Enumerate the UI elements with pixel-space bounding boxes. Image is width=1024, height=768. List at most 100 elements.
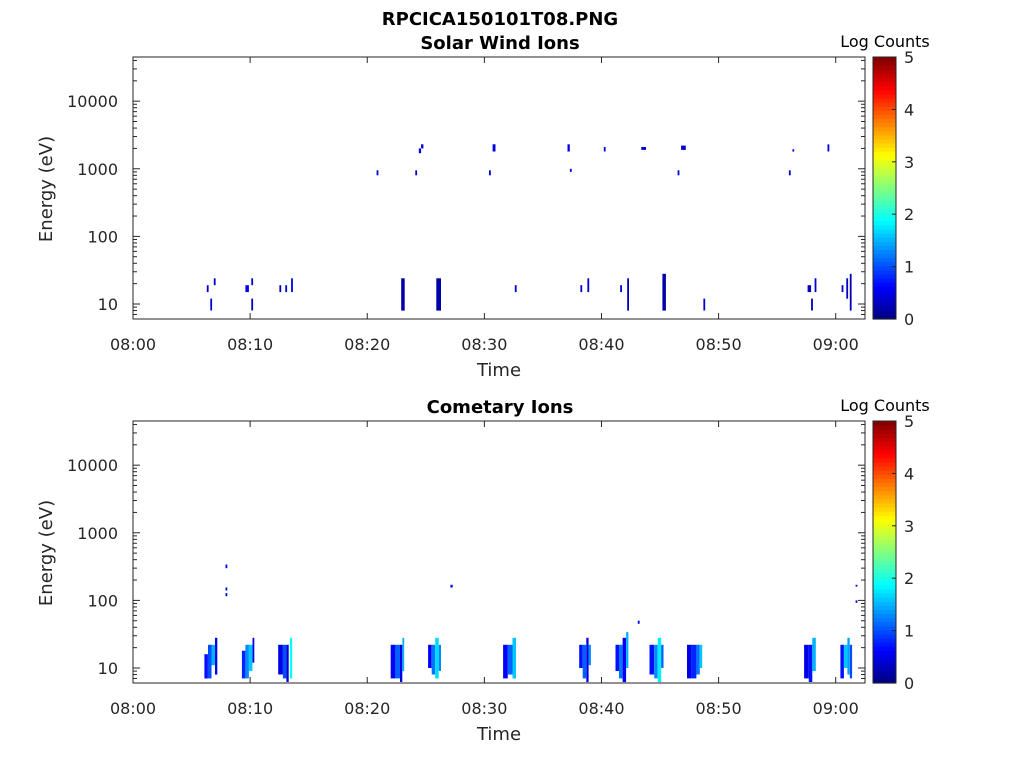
colorbar-segment bbox=[873, 642, 896, 647]
spectrogram-cell bbox=[849, 644, 853, 679]
spectrogram-cell bbox=[210, 298, 213, 311]
spectrogram-cell bbox=[677, 170, 680, 176]
spectrogram-cell bbox=[579, 644, 583, 668]
x-axis-ticks: 08:00 08:10 08:20 08:30 08:40 08:50 09:00 bbox=[110, 421, 859, 718]
cometary-panel: Cometary Ions Log Counts Time Energy (eV… bbox=[36, 396, 930, 745]
spectrogram-cells bbox=[204, 564, 858, 683]
x-tick-label: 08:20 bbox=[344, 335, 390, 354]
spectrogram-cell bbox=[840, 644, 844, 679]
spectrogram-cell bbox=[662, 273, 666, 311]
colorbar-segment bbox=[873, 515, 896, 520]
colorbar: 0 1 2 3 4 5 bbox=[872, 48, 914, 329]
colorbar-segment bbox=[873, 61, 896, 66]
colorbar-segment bbox=[873, 457, 896, 463]
colorbar-segment bbox=[873, 179, 896, 185]
colorbar-segment bbox=[873, 57, 896, 62]
colorbar-segment bbox=[873, 204, 896, 210]
colorbar-segment bbox=[873, 147, 896, 152]
colorbar-segment bbox=[873, 282, 896, 287]
colorbar-segment bbox=[873, 474, 896, 479]
colorbar-tick-label: 4 bbox=[904, 100, 914, 119]
colorbar-segment bbox=[873, 81, 896, 87]
spectrogram-cell bbox=[792, 149, 795, 152]
colorbar-tick-label: 3 bbox=[904, 153, 914, 172]
spectrogram-cell bbox=[245, 644, 249, 679]
spectrogram-cell bbox=[376, 170, 379, 176]
colorbar-segment bbox=[873, 674, 896, 680]
spectrogram-cell bbox=[206, 285, 209, 293]
colorbar-segment bbox=[873, 114, 896, 119]
colorbar-segment bbox=[873, 494, 896, 500]
y-tick-label: 100 bbox=[87, 227, 118, 246]
spectrogram-cell bbox=[846, 278, 849, 299]
colorbar-segment bbox=[873, 220, 896, 226]
colorbar-segment bbox=[873, 314, 896, 320]
colorbar-segment bbox=[873, 122, 896, 128]
colorbar-segment bbox=[873, 196, 896, 201]
spectrogram-cell bbox=[390, 644, 396, 679]
colorbar-segment bbox=[873, 188, 896, 193]
x-tick-label: 08:00 bbox=[110, 699, 156, 718]
colorbar-segment bbox=[873, 539, 896, 545]
colorbar-segment bbox=[873, 208, 896, 214]
y-axis-label: Energy (eV) bbox=[36, 136, 57, 242]
colorbar-segment bbox=[873, 175, 896, 181]
spectrogram-cell bbox=[418, 148, 422, 154]
spectrogram-cell bbox=[641, 147, 646, 150]
spectrogram-cell bbox=[855, 600, 858, 603]
colorbar-segment bbox=[873, 237, 896, 242]
colorbar-segment bbox=[873, 502, 896, 508]
spectrogram-cell bbox=[225, 564, 228, 569]
colorbar-segment bbox=[873, 666, 896, 672]
spectrogram-cell bbox=[637, 620, 640, 624]
x-tick-label: 08:20 bbox=[344, 699, 390, 718]
spectrogram-cell bbox=[400, 644, 403, 682]
colorbar-segment bbox=[873, 249, 896, 255]
spectrogram-cell bbox=[661, 644, 664, 668]
spectrogram-cell bbox=[278, 644, 283, 675]
colorbar-segment bbox=[873, 97, 896, 103]
colorbar-segment bbox=[873, 233, 896, 238]
colorbar-segment bbox=[873, 678, 896, 684]
colorbar-segment bbox=[873, 506, 896, 512]
colorbar-segment bbox=[873, 142, 896, 148]
figure-suptitle: RPCICA150101T08.PNG bbox=[382, 9, 618, 30]
spectrogram-cell bbox=[279, 285, 282, 293]
spectrogram-cell bbox=[788, 170, 791, 176]
spectrogram-cell bbox=[649, 644, 655, 675]
spectrogram-cell bbox=[248, 644, 253, 671]
spectrogram-cell bbox=[582, 644, 587, 679]
x-tick-label: 08:30 bbox=[461, 335, 507, 354]
colorbar-segment bbox=[873, 265, 896, 271]
colorbar-segment bbox=[873, 302, 896, 308]
spectrogram-cell bbox=[627, 278, 629, 311]
spectrogram-cell bbox=[251, 298, 254, 311]
colorbar-segment bbox=[873, 621, 896, 627]
colorbar-segment bbox=[873, 171, 896, 177]
colorbar-segment bbox=[873, 564, 896, 569]
spectrogram-cell bbox=[654, 644, 658, 679]
x-tick-label: 08:50 bbox=[696, 699, 742, 718]
colorbar-segment bbox=[873, 212, 896, 218]
colorbar-segment bbox=[873, 511, 896, 516]
spectrogram-cell bbox=[622, 637, 627, 683]
spectrogram-cell bbox=[213, 278, 216, 286]
spectrogram-cell bbox=[849, 273, 852, 311]
spectrogram-cell bbox=[580, 285, 583, 293]
colorbar-segment bbox=[873, 646, 896, 651]
panel-title: Cometary Ions bbox=[427, 397, 574, 418]
colorbar-segment bbox=[873, 552, 896, 557]
spectrogram-cell bbox=[847, 637, 850, 675]
x-tick-label: 08:50 bbox=[696, 335, 742, 354]
y-axis-label: Energy (eV) bbox=[36, 500, 57, 606]
x-tick-label: 08:00 bbox=[110, 335, 156, 354]
colorbar-tick-label: 0 bbox=[904, 310, 914, 329]
colorbar-segment bbox=[873, 650, 896, 655]
spectrogram-cell bbox=[395, 644, 400, 679]
colorbar-title: Log Counts bbox=[840, 396, 930, 415]
spectrogram-cell bbox=[619, 644, 623, 679]
colorbar-tick-label: 5 bbox=[904, 48, 914, 67]
spectrogram-cell bbox=[827, 144, 830, 152]
colorbar-segment bbox=[873, 138, 896, 144]
y-axis-ticks: 10 100 1000 10000 bbox=[67, 59, 865, 320]
